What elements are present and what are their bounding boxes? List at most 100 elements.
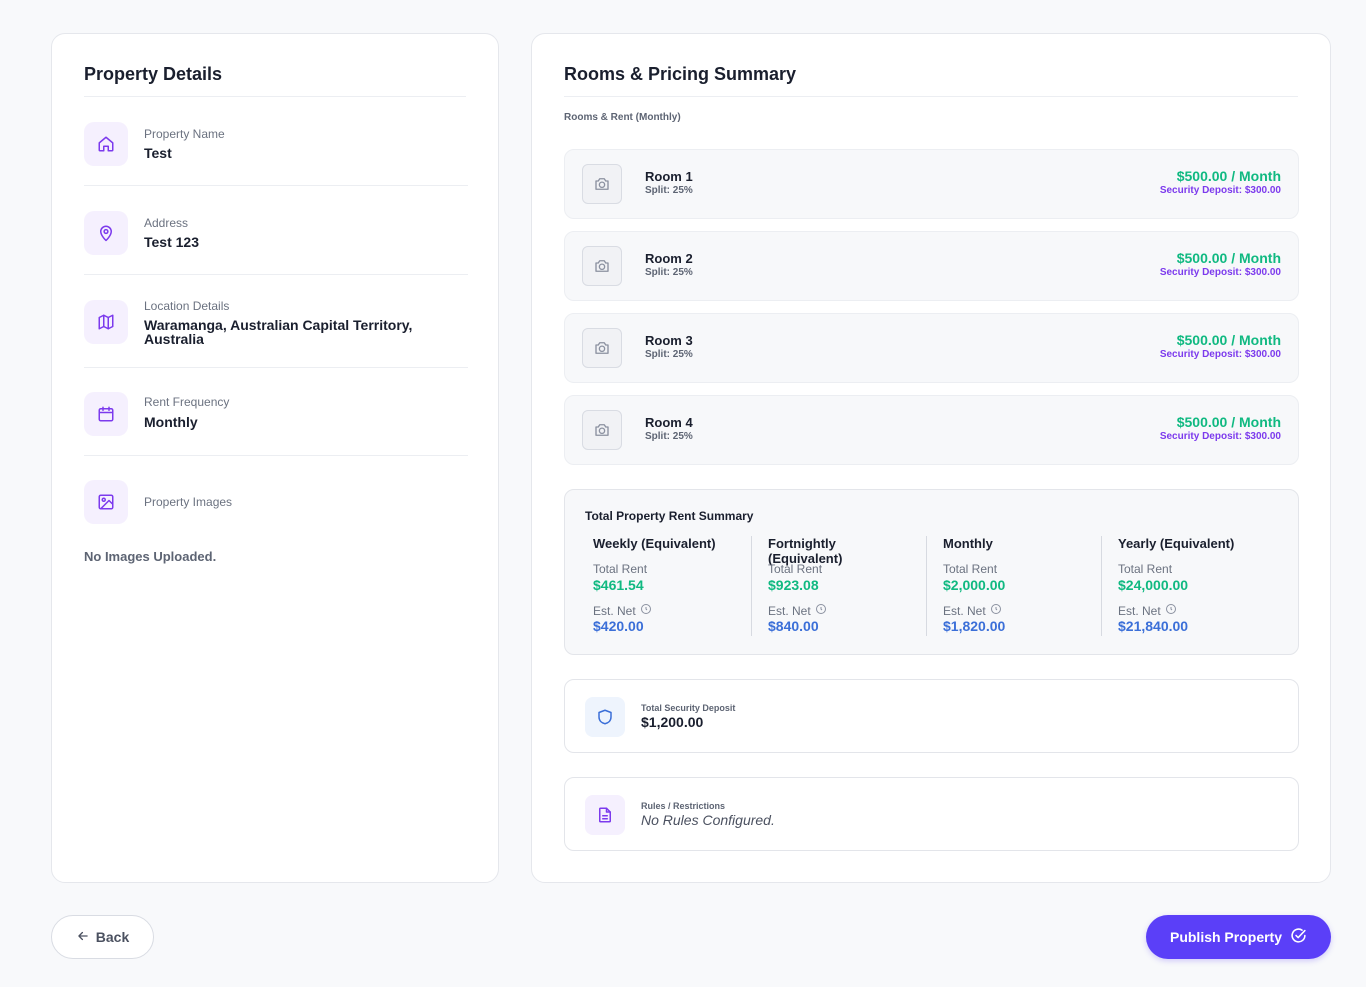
est-net-text: Est. Net <box>593 603 636 618</box>
camera-icon <box>582 410 622 450</box>
rules-label: Rules / Restrictions <box>641 801 726 811</box>
summary-title: Total Property Rent Summary <box>585 509 754 523</box>
detail-location: Location Details Waramanga, Australian C… <box>84 299 468 368</box>
room-price: $500.00 / Month <box>1176 168 1281 184</box>
room-price: $500.00 / Month <box>1176 414 1281 430</box>
location-value-line2: Australia <box>144 331 204 347</box>
shield-icon <box>585 697 625 737</box>
info-icon[interactable] <box>990 603 1002 618</box>
location-value-line1: Waramanga, Australian Capital Territory, <box>144 317 413 333</box>
room-split: Split: 25% <box>645 349 693 360</box>
est-net-label: Est. Net <box>943 603 1002 618</box>
est-net-value: $1,820.00 <box>943 618 1006 634</box>
property-name-value: Test <box>144 145 172 161</box>
room-card: Room 2 Split: 25% $500.00 / Month Securi… <box>564 231 1299 301</box>
room-split: Split: 25% <box>645 185 693 196</box>
property-images-label: Property Images <box>144 495 233 509</box>
property-name-label: Property Name <box>144 127 225 141</box>
room-card: Room 1 Split: 25% $500.00 / Month Securi… <box>564 149 1299 219</box>
col-title: Fortnightly (Equivalent) <box>768 536 843 566</box>
summary-col-monthly: Monthly Total Rent $2,000.00 Est. Net $1… <box>926 536 1086 636</box>
room-name: Room 1 <box>645 169 693 184</box>
rooms-summary-card: Rooms & Pricing Summary Rooms & Rent (Mo… <box>531 33 1331 883</box>
est-net-text: Est. Net <box>943 603 986 618</box>
detail-rent-frequency: Rent Frequency Monthly <box>84 391 468 457</box>
no-images-text: No Images Uploaded. <box>84 549 217 564</box>
rent-frequency-value: Monthly <box>144 414 198 430</box>
image-icon <box>84 480 128 524</box>
total-rent-value: $461.54 <box>593 577 644 593</box>
room-name: Room 3 <box>645 333 693 348</box>
rules-restrictions: Rules / Restrictions No Rules Configured… <box>564 777 1299 851</box>
room-price: $500.00 / Month <box>1176 332 1281 348</box>
calendar-icon <box>84 392 128 436</box>
rooms-rent-sublabel: Rooms & Rent (Monthly) <box>564 112 681 123</box>
total-rent-value: $2,000.00 <box>943 577 1006 593</box>
est-net-value: $420.00 <box>593 618 644 634</box>
room-deposit: Security Deposit: $300.00 <box>1159 185 1281 196</box>
summary-col-yearly: Yearly (Equivalent) Total Rent $24,000.0… <box>1101 536 1281 636</box>
total-security-deposit: Total Security Deposit $1,200.00 <box>564 679 1299 753</box>
room-split: Split: 25% <box>645 267 693 278</box>
room-name: Room 4 <box>645 415 693 430</box>
rules-value: No Rules Configured. <box>641 812 775 828</box>
est-net-label: Est. Net <box>1118 603 1177 618</box>
divider <box>84 274 468 275</box>
total-rent-value: $923.08 <box>768 577 819 593</box>
property-details-card: Property Details Property Name Test Addr… <box>51 33 499 883</box>
back-label: Back <box>95 929 130 945</box>
room-name: Room 2 <box>645 251 693 266</box>
col-title: Monthly <box>943 536 993 551</box>
room-deposit: Security Deposit: $300.00 <box>1159 267 1281 278</box>
room-card: Room 4 Split: 25% $500.00 / Month Securi… <box>564 395 1299 465</box>
room-deposit: Security Deposit: $300.00 <box>1159 431 1281 442</box>
camera-icon <box>582 328 622 368</box>
back-button[interactable]: Back <box>51 915 154 959</box>
document-icon <box>585 795 625 835</box>
camera-icon <box>582 246 622 286</box>
detail-property-name: Property Name Test <box>84 122 468 186</box>
room-split: Split: 25% <box>645 431 693 442</box>
total-rent-label: Total Rent <box>1118 562 1173 576</box>
total-rent-label: Total Rent <box>768 562 823 576</box>
room-card: Room 3 Split: 25% $500.00 / Month Securi… <box>564 313 1299 383</box>
room-price: $500.00 / Month <box>1176 250 1281 266</box>
est-net-text: Est. Net <box>768 603 811 618</box>
info-icon[interactable] <box>640 603 652 618</box>
address-value: Test 123 <box>144 234 199 250</box>
divider <box>84 185 468 186</box>
publish-label: Publish Property <box>1169 929 1283 945</box>
col-title: Yearly (Equivalent) <box>1118 536 1235 551</box>
map-icon <box>84 300 128 344</box>
detail-property-images: Property Images <box>84 480 468 526</box>
est-net-label: Est. Net <box>593 603 652 618</box>
summary-col-fortnightly: Fortnightly (Equivalent) Total Rent $923… <box>751 536 911 636</box>
info-icon[interactable] <box>815 603 827 618</box>
rooms-summary-title: Rooms & Pricing Summary <box>564 64 797 84</box>
col-title: Weekly (Equivalent) <box>593 536 716 551</box>
address-label: Address <box>144 216 189 230</box>
publish-property-button[interactable]: Publish Property <box>1146 915 1331 959</box>
est-net-value: $21,840.00 <box>1118 618 1189 634</box>
total-rent-summary: Total Property Rent Summary Weekly (Equi… <box>564 489 1299 655</box>
property-details-title: Property Details <box>84 64 223 84</box>
divider <box>84 455 468 456</box>
arrow-left-icon <box>76 929 90 946</box>
est-net-value: $840.00 <box>768 618 819 634</box>
rent-frequency-label: Rent Frequency <box>144 395 230 409</box>
divider <box>84 367 468 368</box>
summary-col-weekly: Weekly (Equivalent) Total Rent $461.54 E… <box>593 536 753 636</box>
total-rent-value: $24,000.00 <box>1118 577 1189 593</box>
info-icon[interactable] <box>1165 603 1177 618</box>
est-net-label: Est. Net <box>768 603 827 618</box>
map-pin-icon <box>84 211 128 255</box>
divider <box>564 96 1298 97</box>
home-icon <box>84 122 128 166</box>
camera-icon <box>582 164 622 204</box>
est-net-text: Est. Net <box>1118 603 1161 618</box>
total-rent-label: Total Rent <box>593 562 648 576</box>
security-deposit-label: Total Security Deposit <box>641 703 736 713</box>
detail-address: Address Test 123 <box>84 211 468 275</box>
divider <box>84 96 466 97</box>
location-label: Location Details <box>144 299 230 313</box>
